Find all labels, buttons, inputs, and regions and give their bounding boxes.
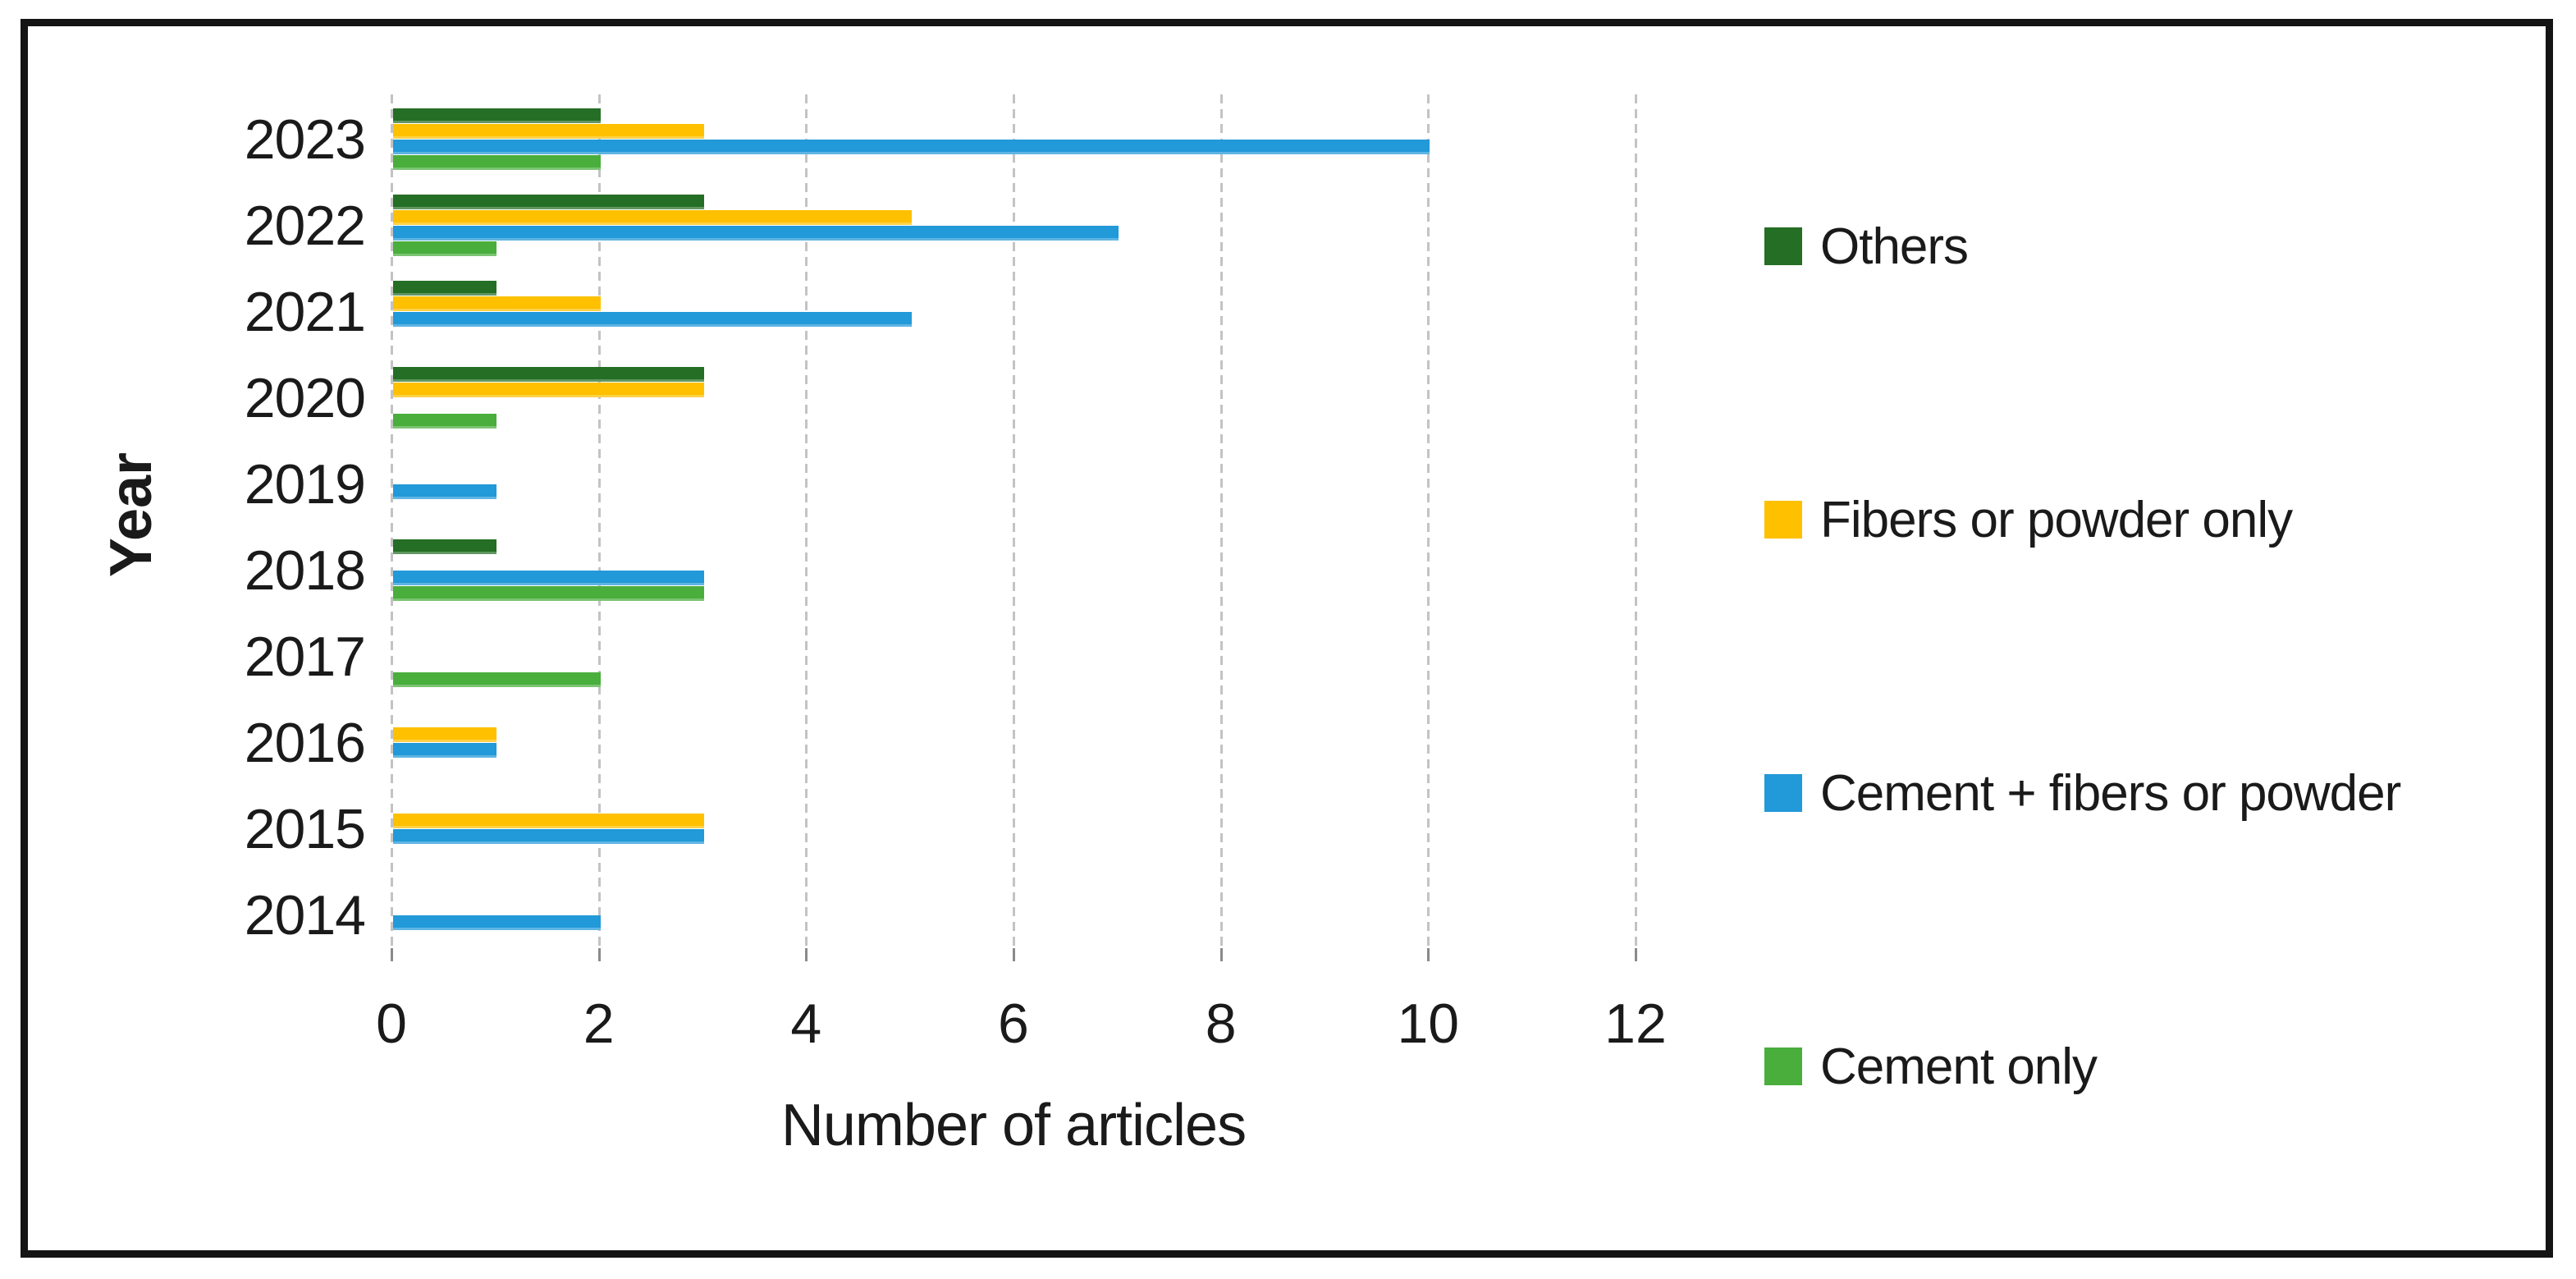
x-tick-label: 0 <box>376 992 407 1055</box>
y-tick-label: 2016 <box>244 712 366 774</box>
y-tick-label: 2014 <box>244 884 366 947</box>
y-tick-label: 2015 <box>244 798 366 860</box>
y-tick-label: 2017 <box>244 626 366 688</box>
bar-fibers-or-powder-only-2021 <box>393 296 601 311</box>
x-tick-label: 4 <box>790 992 822 1055</box>
legend-item: Cement only <box>1764 1038 2098 1095</box>
bar-others-2023 <box>393 108 601 123</box>
bar-cement-fibers-or-powder-2022 <box>393 226 1119 241</box>
bar-fibers-or-powder-only-2020 <box>393 383 704 397</box>
axis-tick <box>597 948 601 961</box>
x-tick-label: 8 <box>1205 992 1237 1055</box>
bar-fibers-or-powder-only-2022 <box>393 210 912 225</box>
x-tick-label: 6 <box>998 992 1029 1055</box>
bar-cement-only-2023 <box>393 155 601 170</box>
axis-tick <box>1427 948 1430 961</box>
bar-cement-only-2017 <box>393 672 601 687</box>
bar-cement-fibers-or-powder-2018 <box>393 571 704 585</box>
x-tick-label: 12 <box>1604 992 1667 1055</box>
legend-label: Cement + fibers or powder <box>1820 764 2401 822</box>
legend-item: Fibers or powder only <box>1764 491 2293 548</box>
legend: Others Fibers or powder only Cement + fibe… <box>1764 0 2552 1279</box>
legend-item: Cement + fibers or powder <box>1764 764 2401 822</box>
y-tick-label: 2020 <box>244 367 366 429</box>
bar-cement-fibers-or-powder-2016 <box>393 743 496 758</box>
legend-color-swatch <box>1764 1047 1802 1085</box>
bar-others-2022 <box>393 195 704 209</box>
legend-item: Others <box>1764 218 1969 275</box>
y-tick-label: 2023 <box>244 108 366 171</box>
axis-tick <box>1634 948 1637 961</box>
x-tick-label: 2 <box>583 992 615 1055</box>
gridline <box>1427 94 1430 948</box>
bar-cement-fibers-or-powder-2021 <box>393 312 912 327</box>
bar-fibers-or-powder-only-2015 <box>393 814 704 828</box>
bar-cement-fibers-or-powder-2019 <box>393 484 496 499</box>
bar-fibers-or-powder-only-2023 <box>393 124 704 139</box>
y-tick-label: 2022 <box>244 195 366 257</box>
chart-frame <box>21 19 2553 1258</box>
legend-label: Others <box>1820 218 1969 275</box>
bar-others-2020 <box>393 367 704 382</box>
gridline <box>391 94 393 948</box>
gridline <box>1012 94 1015 948</box>
bar-others-2018 <box>393 539 496 554</box>
bar-cement-fibers-or-powder-2015 <box>393 829 704 844</box>
legend-label: Cement only <box>1820 1038 2098 1095</box>
gridline <box>1219 94 1223 948</box>
y-tick-label: 2019 <box>244 453 366 516</box>
axis-tick <box>1012 948 1015 961</box>
axis-tick <box>805 948 808 961</box>
bar-cement-only-2022 <box>393 241 496 256</box>
bar-others-2021 <box>393 281 496 296</box>
x-tick-label: 10 <box>1397 992 1460 1055</box>
gridline <box>597 94 601 948</box>
legend-label: Fibers or powder only <box>1820 491 2293 548</box>
axis-tick <box>1219 948 1223 961</box>
y-tick-label: 2018 <box>244 539 366 602</box>
bar-cement-only-2018 <box>393 586 704 601</box>
axis-tick <box>391 948 393 961</box>
bar-cement-only-2020 <box>393 414 496 429</box>
x-axis-title: Number of articles <box>780 1093 1247 1158</box>
y-tick-label: 2021 <box>244 281 366 343</box>
gridline <box>805 94 808 948</box>
legend-color-swatch <box>1764 501 1802 539</box>
y-axis-title: Year <box>98 452 164 578</box>
bar-fibers-or-powder-only-2016 <box>393 727 496 742</box>
bar-cement-fibers-or-powder-2014 <box>393 915 601 930</box>
gridline <box>1634 94 1637 948</box>
legend-color-swatch <box>1764 227 1802 265</box>
legend-color-swatch <box>1764 774 1802 812</box>
bar-cement-fibers-or-powder-2023 <box>393 140 1430 154</box>
